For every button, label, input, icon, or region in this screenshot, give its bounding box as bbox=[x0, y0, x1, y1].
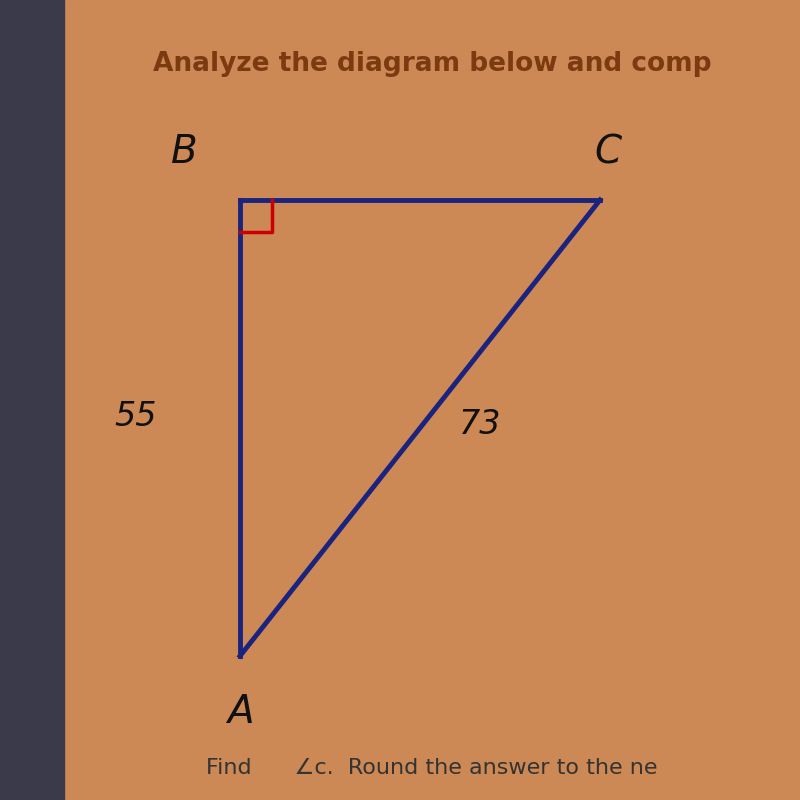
Bar bbox=[0, 0, 64, 800]
Text: Find      ∠c.  Round the answer to the ne: Find ∠c. Round the answer to the ne bbox=[206, 758, 658, 778]
Text: Analyze the diagram below and comp: Analyze the diagram below and comp bbox=[153, 51, 711, 77]
Text: C: C bbox=[594, 133, 622, 171]
Text: A: A bbox=[226, 693, 254, 731]
Text: 73: 73 bbox=[458, 407, 502, 441]
Text: B: B bbox=[170, 133, 198, 171]
Text: 55: 55 bbox=[114, 399, 158, 433]
